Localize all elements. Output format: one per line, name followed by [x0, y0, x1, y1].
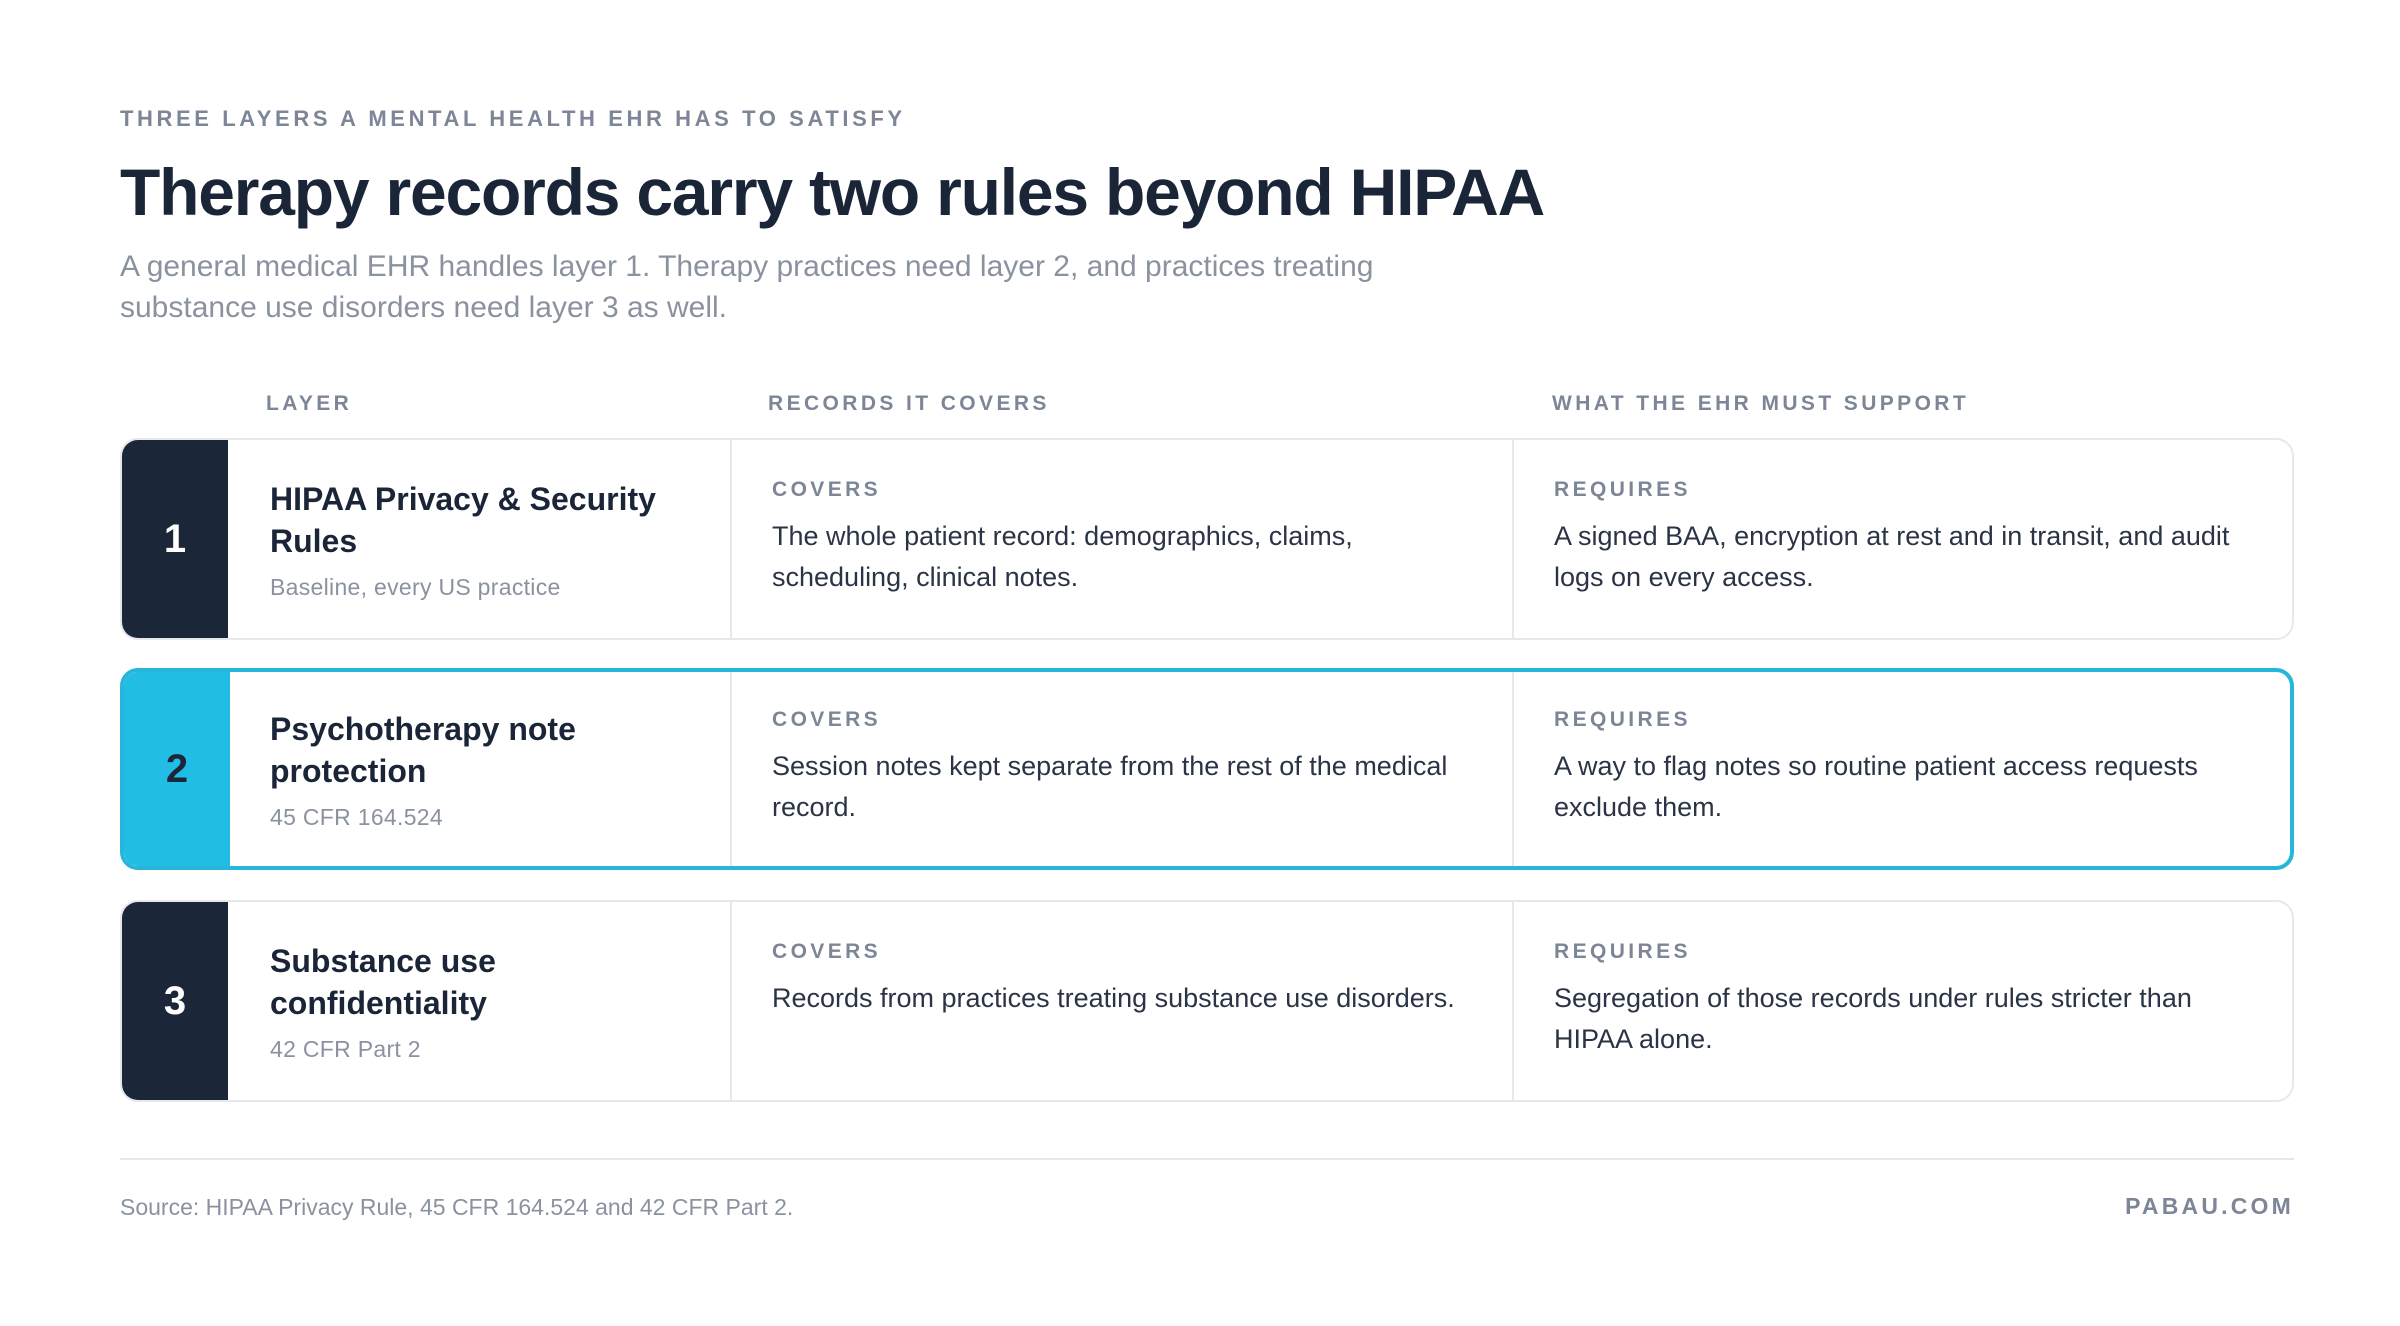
layer-name-cell: Psychotherapy note protection 45 CFR 164…	[228, 672, 732, 866]
layer-subtitle: 42 CFR Part 2	[270, 1035, 421, 1062]
page-title: Therapy records carry two rules beyond H…	[120, 155, 1545, 229]
requires-cell: REQUIRES A signed BAA, encryption at res…	[1514, 440, 2292, 638]
layer-row-2: 2 Psychotherapy note protection 45 CFR 1…	[120, 668, 2294, 870]
requires-text: Segregation of those records under rules…	[1554, 983, 2192, 1054]
requires-cell: REQUIRES A way to flag notes so routine …	[1514, 672, 2290, 866]
layer-name: HIPAA Privacy & Security Rules	[270, 480, 656, 559]
layer-number: 2	[124, 672, 230, 866]
requires-label: REQUIRES	[1554, 478, 1691, 501]
footer-divider	[120, 1158, 2294, 1160]
covers-text: Session notes kept separate from the res…	[772, 751, 1448, 822]
column-header-layer: LAYER	[266, 392, 353, 415]
covers-label: COVERS	[772, 478, 882, 501]
column-headers: LAYER RECORDS IT COVERS WHAT THE EHR MUS…	[120, 392, 2294, 422]
covers-text: The whole patient record: demographics, …	[772, 521, 1353, 592]
requires-label: REQUIRES	[1554, 940, 1691, 963]
covers-cell: COVERS The whole patient record: demogra…	[732, 440, 1514, 638]
page-subtitle: A general medical EHR handles layer 1. T…	[120, 250, 1374, 324]
requires-text: A signed BAA, encryption at rest and in …	[1554, 521, 2230, 592]
covers-text: Records from practices treating substanc…	[772, 983, 1455, 1013]
layer-name: Psychotherapy note protection	[270, 710, 576, 789]
requires-cell: REQUIRES Segregation of those records un…	[1514, 902, 2292, 1100]
covers-label: COVERS	[772, 708, 882, 731]
brand-link[interactable]: PABAU.COM	[2125, 1193, 2294, 1219]
page: THREE LAYERS A MENTAL HEALTH EHR HAS TO …	[120, 0, 2294, 1326]
layer-subtitle: Baseline, every US practice	[270, 573, 561, 600]
eyebrow: THREE LAYERS A MENTAL HEALTH EHR HAS TO …	[120, 106, 906, 131]
source-note: Source: HIPAA Privacy Rule, 45 CFR 164.5…	[120, 1194, 794, 1220]
layer-name: Substance use confidentiality	[270, 942, 496, 1021]
requires-label: REQUIRES	[1554, 708, 1691, 731]
layer-row-1: 1 HIPAA Privacy & Security Rules Baselin…	[120, 438, 2294, 640]
layer-name-cell: HIPAA Privacy & Security Rules Baseline,…	[228, 440, 732, 638]
layer-subtitle: 45 CFR 164.524	[270, 803, 443, 830]
covers-cell: COVERS Records from practices treating s…	[732, 902, 1514, 1100]
requires-text: A way to flag notes so routine patient a…	[1554, 751, 2198, 822]
layer-number: 1	[122, 440, 228, 638]
layer-row-3: 3 Substance use confidentiality 42 CFR P…	[120, 900, 2294, 1102]
layer-name-cell: Substance use confidentiality 42 CFR Par…	[228, 902, 732, 1100]
column-header-records: RECORDS IT COVERS	[768, 392, 1050, 415]
covers-label: COVERS	[772, 940, 882, 963]
covers-cell: COVERS Session notes kept separate from …	[732, 672, 1514, 866]
column-header-support: WHAT THE EHR MUST SUPPORT	[1552, 392, 1970, 415]
layer-number: 3	[122, 902, 228, 1100]
